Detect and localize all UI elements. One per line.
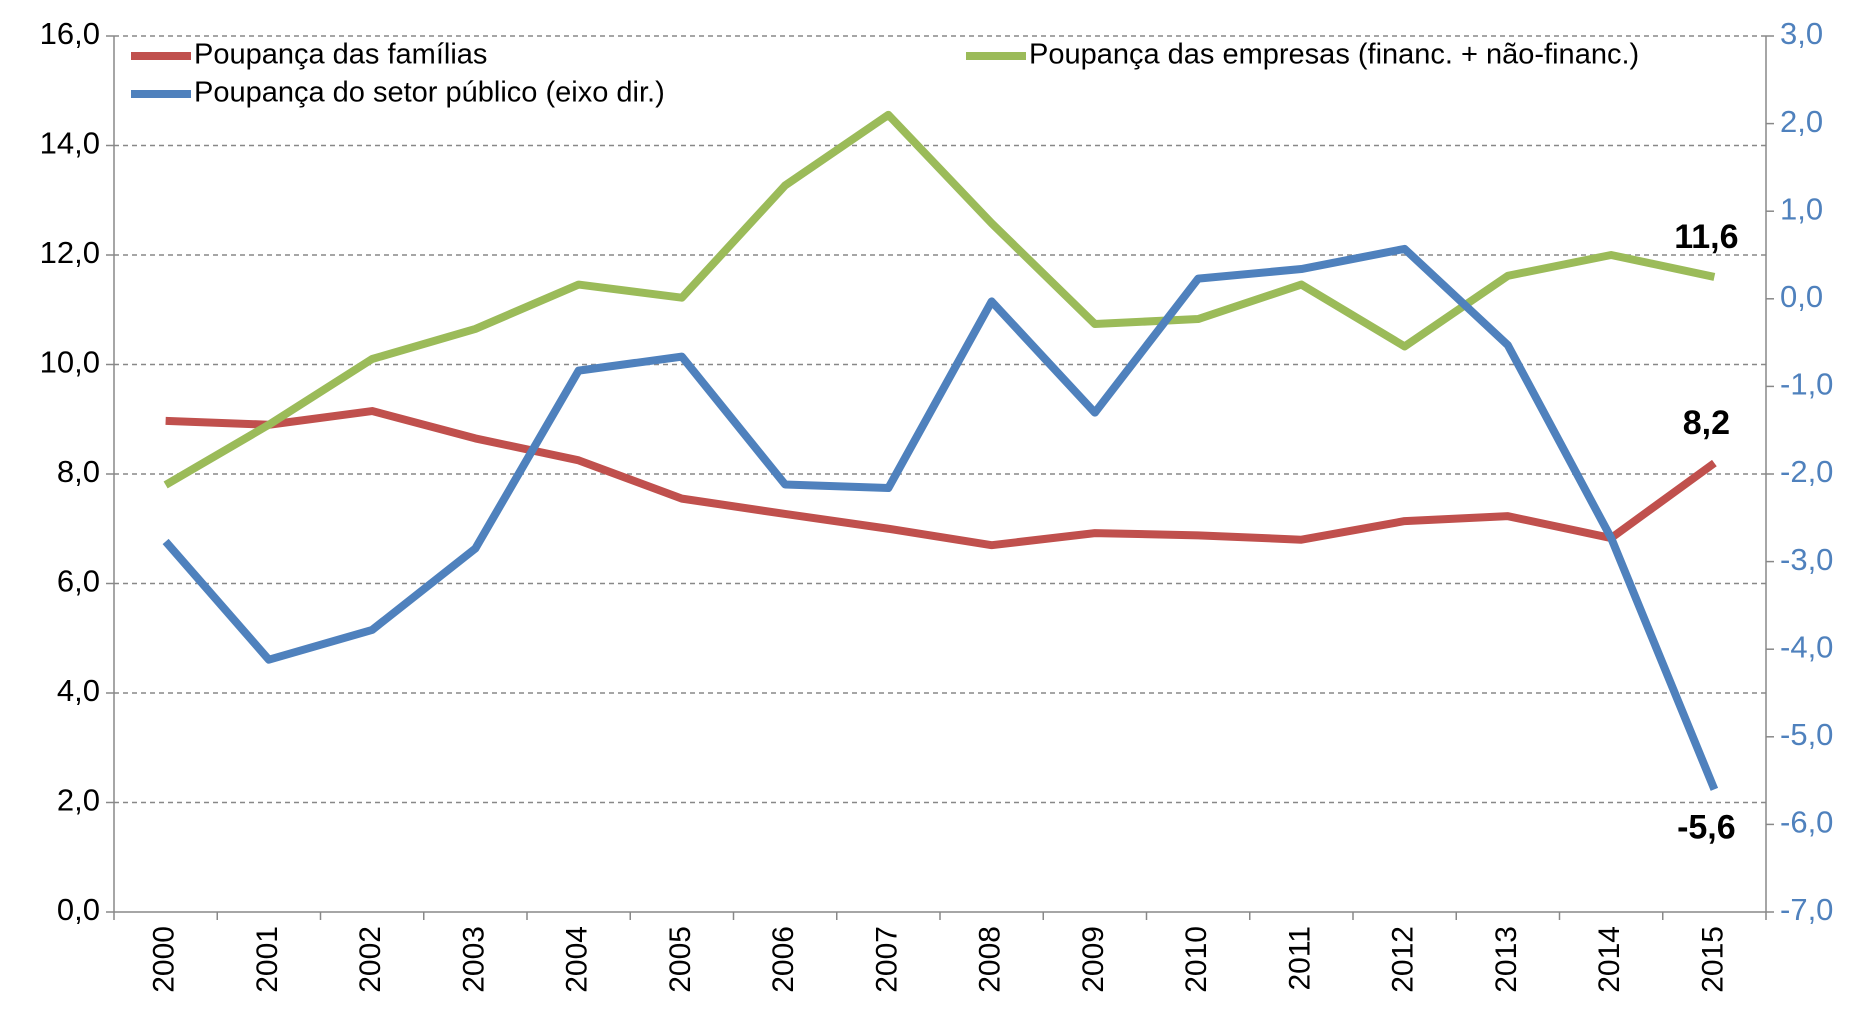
x-tick-label: 2013 bbox=[1490, 926, 1523, 993]
x-tick-label: 2012 bbox=[1387, 926, 1420, 993]
y-tick-label: 8,0 bbox=[57, 454, 100, 489]
series-line bbox=[162, 244, 1719, 791]
y-tick-label: 10,0 bbox=[40, 345, 100, 380]
x-tick-label: 2000 bbox=[148, 926, 181, 993]
x-tick-label: 2003 bbox=[457, 926, 490, 993]
y-tick-label: 0,0 bbox=[57, 892, 100, 927]
y-tick-label: 6,0 bbox=[57, 564, 100, 599]
y-tick-label: 12,0 bbox=[40, 235, 100, 270]
y2-tick-label: -7,0 bbox=[1780, 892, 1833, 927]
y-tick-label: 16,0 bbox=[40, 16, 100, 51]
x-tick-label: 2011 bbox=[1283, 926, 1316, 991]
series-line bbox=[163, 110, 1716, 489]
y-tick-label: 2,0 bbox=[57, 783, 100, 818]
x-tick-label: 2002 bbox=[354, 926, 387, 993]
legend-label: Poupança das empresas (financ. + não-fin… bbox=[1029, 39, 1639, 71]
x-tick-label: 2006 bbox=[767, 926, 800, 993]
x-tick-label: 2015 bbox=[1696, 926, 1729, 993]
y2-tick-label: -4,0 bbox=[1780, 629, 1833, 664]
data-label: 8,2 bbox=[1683, 404, 1730, 442]
data-label: -5,6 bbox=[1677, 808, 1736, 846]
y-tick-label: 4,0 bbox=[57, 673, 100, 708]
x-tick-label: 2004 bbox=[561, 926, 594, 993]
y2-tick-label: -2,0 bbox=[1780, 454, 1833, 489]
x-tick-label: 2014 bbox=[1593, 926, 1626, 993]
y2-tick-label: 2,0 bbox=[1780, 104, 1823, 139]
data-label: 11,6 bbox=[1674, 218, 1738, 256]
x-tick-label: 2008 bbox=[974, 926, 1007, 993]
legend-label: Poupança das famílias bbox=[194, 39, 487, 71]
y2-tick-label: -3,0 bbox=[1780, 542, 1833, 577]
x-tick-label: 2001 bbox=[251, 926, 284, 993]
legend-label: Poupança do setor público (eixo dir.) bbox=[194, 77, 665, 109]
y2-tick-label: 1,0 bbox=[1780, 191, 1823, 226]
y-tick-label: 14,0 bbox=[40, 126, 100, 161]
x-tick-label: 2009 bbox=[1077, 926, 1110, 993]
x-tick-label: 2010 bbox=[1180, 926, 1213, 993]
x-tick-label: 2007 bbox=[870, 926, 903, 993]
y2-tick-label: 3,0 bbox=[1780, 16, 1823, 51]
x-tick-label: 2005 bbox=[664, 926, 697, 993]
y2-tick-label: -5,0 bbox=[1780, 717, 1833, 752]
series-line bbox=[165, 407, 1717, 550]
y2-tick-label: -6,0 bbox=[1780, 805, 1833, 840]
y2-tick-label: -1,0 bbox=[1780, 367, 1833, 402]
y2-tick-label: 0,0 bbox=[1780, 279, 1823, 314]
